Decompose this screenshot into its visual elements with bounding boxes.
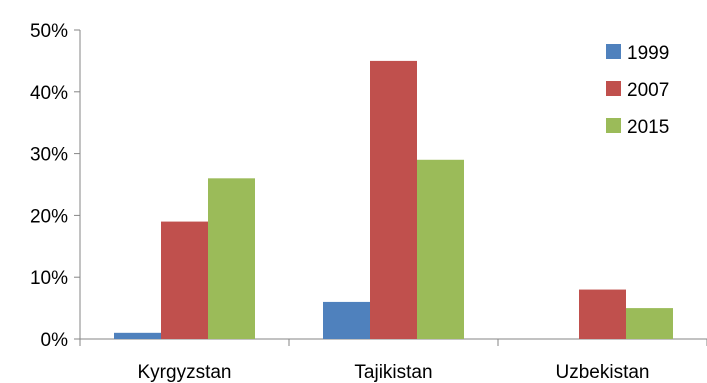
legend-swatch-2007 [606, 81, 621, 96]
x-category-label: Tajikistan [354, 362, 432, 383]
x-category-label: Uzbekistan [556, 362, 650, 383]
legend-label: 2007 [627, 80, 669, 101]
bars [114, 60, 673, 340]
y-axis: 0% 10% 20% 30% 40% 50% [30, 21, 81, 351]
bar-1999-tajikistan [323, 301, 370, 339]
bar-2007-tajikistan [370, 60, 417, 340]
bar-2015-uzbekistan [626, 308, 673, 339]
legend-label: 2015 [627, 117, 669, 138]
x-axis: Kyrgyzstan Tajikistan Uzbekistan [79, 338, 707, 383]
bar-1999-kyrgyzstan [114, 332, 161, 339]
bar-2015-tajikistan [417, 159, 464, 339]
bar-2015-kyrgyzstan [208, 178, 255, 339]
legend-label: 1999 [627, 43, 669, 64]
legend-swatch-2015 [606, 118, 621, 133]
y-tick-label: 50% [30, 21, 68, 42]
bar-2007-uzbekistan [579, 289, 626, 339]
y-tick-label: 40% [30, 83, 68, 104]
y-tick-label: 0% [41, 330, 69, 351]
x-category-label: Kyrgyzstan [138, 362, 232, 383]
bar-2007-kyrgyzstan [161, 221, 208, 339]
y-tick-label: 10% [30, 268, 68, 289]
y-tick-label: 30% [30, 145, 68, 166]
legend-swatch-1999 [606, 44, 621, 59]
y-tick-label: 20% [30, 206, 68, 227]
legend: 1999 2007 2015 [606, 43, 669, 138]
